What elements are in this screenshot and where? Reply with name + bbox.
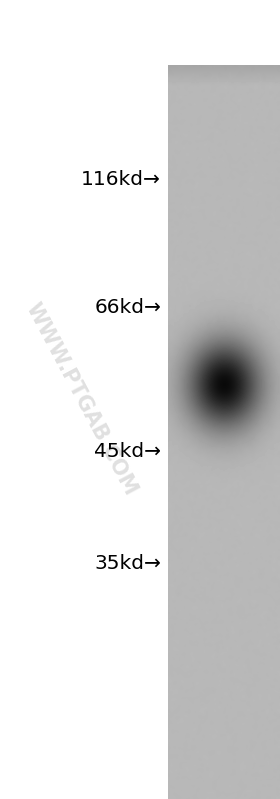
Text: 66kd→: 66kd→ bbox=[94, 298, 161, 317]
Text: WWW.PTGAB.COM: WWW.PTGAB.COM bbox=[22, 300, 141, 499]
Text: 45kd→: 45kd→ bbox=[94, 442, 161, 461]
Text: 116kd→: 116kd→ bbox=[81, 170, 161, 189]
Text: 35kd→: 35kd→ bbox=[94, 554, 161, 573]
